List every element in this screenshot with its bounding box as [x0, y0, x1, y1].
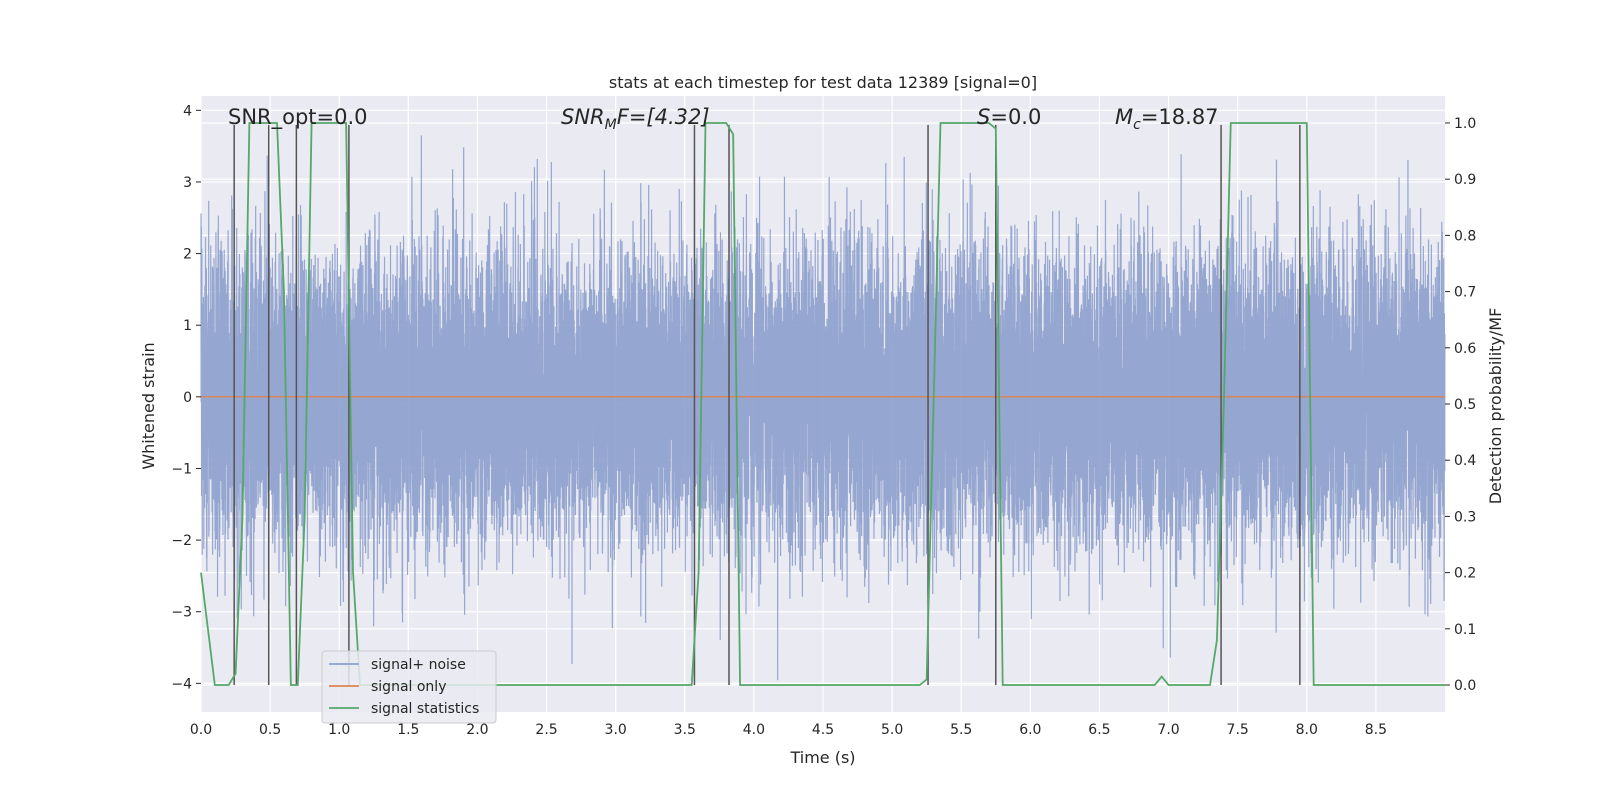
y2-tick-label: 0.6	[1454, 341, 1476, 357]
chart-title: stats at each timestep for test data 123…	[609, 73, 1037, 92]
y2-tick-label: 1.0	[1454, 116, 1476, 132]
x-tick-label: 4.5	[812, 722, 834, 738]
y-tick-label: 4	[183, 103, 192, 119]
x-tick-label: 8.5	[1365, 722, 1387, 738]
x-tick-label: 7.0	[1157, 722, 1179, 738]
y-tick-label: 3	[183, 175, 192, 191]
y2-ticks: 1.0 0.9 0.8 0.7 0.6 0.5 0.4 0.3 0.2 0.1 0.0	[1445, 116, 1476, 694]
legend-box	[321, 650, 497, 724]
x-tick-label: 4.0	[743, 722, 765, 738]
snr-mf-rest: F=[4.32]	[617, 105, 710, 129]
detection-vlines	[233, 124, 1301, 686]
y-tick-label: −1	[171, 461, 192, 477]
x-tick-label: 0.5	[259, 722, 281, 738]
mc-var: M	[1115, 105, 1133, 129]
x-tick-label: 7.5	[1227, 722, 1249, 738]
x-tick-label: 2.5	[535, 722, 557, 738]
y2-tick-label: 0.1	[1454, 622, 1476, 638]
x-tick-label: 6.0	[1019, 722, 1041, 738]
legend-label-stats: signal statistics	[371, 701, 479, 717]
y2-tick-label: 0.7	[1454, 285, 1476, 301]
s-var: S	[977, 105, 990, 129]
legend-label-signal: signal only	[371, 679, 446, 695]
x-tick-label: 5.0	[881, 722, 903, 738]
y-tick-label: 0	[183, 390, 192, 406]
annotation-snr-mf: SNRMF=[4.32]	[561, 105, 710, 133]
x-tick-label: 1.5	[397, 722, 419, 738]
annotation-mc: Mc=18.87	[1115, 105, 1219, 133]
y2-tick-label: 0.9	[1454, 172, 1476, 188]
mc-sub: c	[1133, 117, 1141, 133]
x-ticks: 0.0 0.5 1.0 1.5 2.0 2.5 3.0 3.5 4.0 4.5 5.0 5.5 6.0 6…	[190, 722, 1387, 738]
y-tick-label: −4	[171, 676, 192, 692]
y2-tick-label: 0.0	[1454, 678, 1476, 694]
annotation-s: S=0.0	[977, 105, 1041, 129]
y2-tick-label: 0.2	[1454, 566, 1476, 582]
x-tick-label: 3.0	[605, 722, 627, 738]
x-tick-label: 0.0	[190, 722, 212, 738]
x-tick-label: 3.5	[674, 722, 696, 738]
snr-mf-sub: M	[605, 117, 617, 133]
legend-label-noise: signal+ noise	[371, 657, 466, 673]
y-ticks: 4 3 2 1 0 −1 −2 −3 −4	[171, 103, 201, 692]
series-signal-statistics	[200, 122, 1445, 686]
annotation-snr-opt: SNR_opt=0.0	[228, 105, 368, 130]
snr-mf-main: SNR	[561, 105, 605, 129]
s-rest: =0.0	[990, 105, 1041, 129]
x-tick-label: 6.5	[1088, 722, 1110, 738]
x-tick-label: 2.0	[466, 722, 488, 738]
y2-axis-label: Detection probability/MF	[1486, 308, 1505, 505]
x-axis-label: Time (s)	[789, 748, 855, 767]
mc-rest: =18.87	[1141, 105, 1219, 129]
x-tick-label: 1.0	[328, 722, 350, 738]
y-tick-label: 2	[183, 247, 192, 263]
y-tick-label: −2	[171, 533, 192, 549]
y-axis-label: Whitened strain	[139, 342, 158, 469]
x-tick-label: 5.5	[950, 722, 972, 738]
y2-tick-label: 0.4	[1454, 453, 1476, 469]
y2-tick-label: 0.8	[1454, 228, 1476, 244]
y-tick-label: −3	[171, 605, 192, 621]
series-signal-noise	[200, 135, 1446, 681]
y-tick-label: 1	[183, 318, 192, 334]
y2-tick-label: 0.5	[1454, 397, 1476, 413]
legend: signal+ noise signal only signal statist…	[321, 650, 497, 724]
y2-tick-label: 0.3	[1454, 509, 1476, 525]
x-tick-label: 8.0	[1296, 722, 1318, 738]
